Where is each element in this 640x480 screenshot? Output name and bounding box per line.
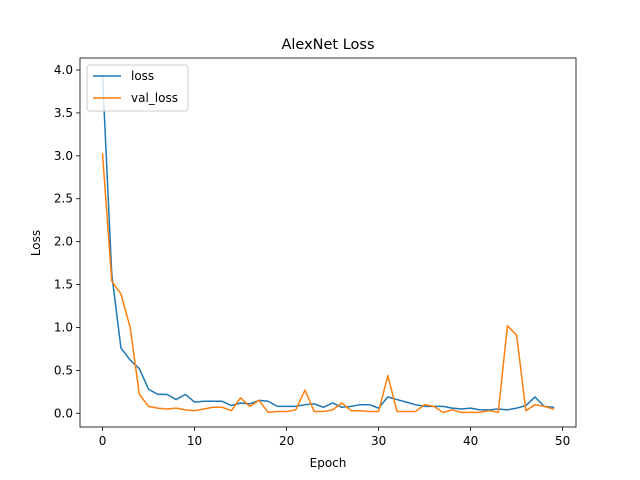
y-axis-label: Loss (29, 230, 43, 256)
y-tick-label: 2.5 (54, 192, 73, 206)
x-tick-label: 50 (555, 434, 570, 448)
x-tick-label: 0 (99, 434, 107, 448)
legend-label-loss: loss (131, 69, 154, 83)
y-axis: 0.0 0.5 1.0 1.5 2.0 2.5 3.0 3.5 4.0 (54, 63, 80, 420)
axes-frame (79, 57, 577, 428)
x-tick-label: 10 (187, 434, 202, 448)
y-tick-label: 3.0 (54, 149, 73, 163)
y-tick-label: 2.0 (54, 235, 73, 249)
y-tick-label: 1.0 (54, 320, 73, 334)
y-tick-label: 4.0 (54, 63, 73, 77)
legend: loss val_loss (86, 64, 189, 112)
y-tick-label: 0.5 (54, 363, 73, 377)
x-axis: 0 10 20 30 40 50 (99, 427, 570, 448)
y-tick-label: 0.0 (54, 406, 73, 420)
x-tick-label: 20 (279, 434, 294, 448)
series-line-loss (101, 75, 555, 411)
series-line-val-loss (101, 153, 555, 414)
chart-title: AlexNet Loss (281, 37, 374, 53)
y-tick-label: 3.5 (54, 106, 73, 120)
legend-label-val-loss: val_loss (131, 91, 178, 105)
x-tick-label: 40 (463, 434, 478, 448)
x-axis-label: Epoch (310, 456, 347, 470)
series-layer (101, 75, 555, 414)
y-tick-label: 1.5 (54, 278, 73, 292)
x-tick-label: 30 (371, 434, 386, 448)
